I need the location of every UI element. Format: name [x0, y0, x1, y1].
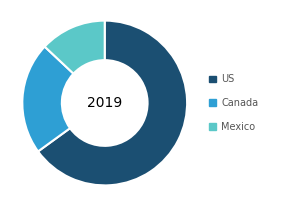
Text: 2019: 2019 — [87, 96, 122, 110]
Wedge shape — [38, 21, 187, 185]
Wedge shape — [45, 21, 105, 74]
Wedge shape — [22, 47, 74, 151]
Legend: US, Canada, Mexico: US, Canada, Mexico — [209, 74, 258, 132]
